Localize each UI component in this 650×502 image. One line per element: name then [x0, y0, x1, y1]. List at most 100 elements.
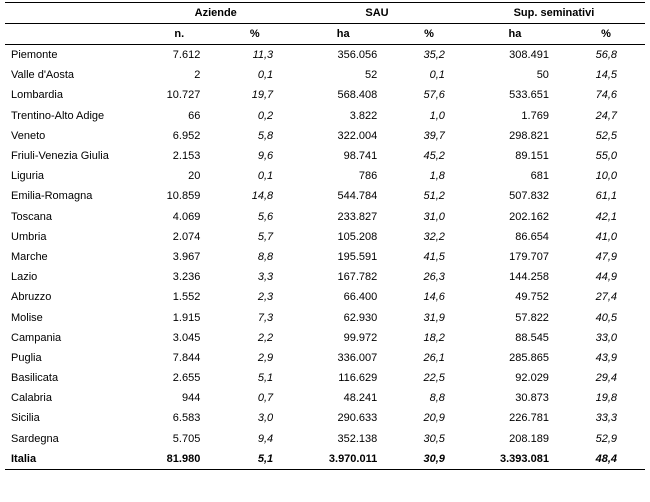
cell-p1: 31,0	[395, 207, 463, 227]
cell-ha1: 52	[291, 65, 395, 85]
cell-region: Friuli-Venezia Giulia	[5, 146, 140, 166]
cell-ha1: 322.004	[291, 126, 395, 146]
cell-p2: 44,9	[567, 267, 645, 287]
cell-p2: 33,3	[567, 408, 645, 428]
table-row: Liguria200,17861,868110,0	[5, 166, 645, 186]
subheader-ha1: ha	[291, 24, 395, 45]
cell-ha2: 3.393.081	[463, 449, 567, 470]
cell-ha1: 105.208	[291, 227, 395, 247]
cell-np: 0,2	[218, 106, 291, 126]
cell-p2: 55,0	[567, 146, 645, 166]
cell-np: 3,3	[218, 267, 291, 287]
cell-region: Sicilia	[5, 408, 140, 428]
cell-ha2: 208.189	[463, 429, 567, 449]
cell-region: Italia	[5, 449, 140, 470]
cell-n: 3.236	[140, 267, 218, 287]
cell-p1: 41,5	[395, 247, 463, 267]
cell-ha1: 48.241	[291, 388, 395, 408]
cell-ha2: 92.029	[463, 368, 567, 388]
cell-n: 81.980	[140, 449, 218, 470]
cell-n: 2	[140, 65, 218, 85]
table-row: Veneto6.9525,8322.00439,7298.82152,5	[5, 126, 645, 146]
cell-p1: 26,1	[395, 348, 463, 368]
cell-np: 0,1	[218, 65, 291, 85]
cell-p1: 32,2	[395, 227, 463, 247]
cell-np: 5,1	[218, 449, 291, 470]
cell-ha1: 62.930	[291, 307, 395, 327]
cell-n: 3.967	[140, 247, 218, 267]
cell-region: Piemonte	[5, 45, 140, 66]
cell-p2: 48,4	[567, 449, 645, 470]
cell-ha2: 89.151	[463, 146, 567, 166]
subheader-ha2: ha	[463, 24, 567, 45]
cell-region: Lazio	[5, 267, 140, 287]
table-row: Campania3.0452,299.97218,288.54533,0	[5, 328, 645, 348]
table-row: Piemonte7.61211,3356.05635,2308.49156,8	[5, 45, 645, 66]
cell-p2: 27,4	[567, 287, 645, 307]
cell-np: 5,1	[218, 368, 291, 388]
cell-p2: 43,9	[567, 348, 645, 368]
header-empty	[5, 3, 140, 24]
cell-np: 7,3	[218, 307, 291, 327]
cell-np: 9,4	[218, 429, 291, 449]
cell-ha2: 49.752	[463, 287, 567, 307]
table-row: Lombardia10.72719,7568.40857,6533.65174,…	[5, 85, 645, 105]
cell-p2: 52,9	[567, 429, 645, 449]
table-row: Valle d'Aosta20,1520,15014,5	[5, 65, 645, 85]
cell-n: 10.727	[140, 85, 218, 105]
cell-np: 8,8	[218, 247, 291, 267]
cell-np: 5,6	[218, 207, 291, 227]
table-row: Basilicata2.6555,1116.62922,592.02929,4	[5, 368, 645, 388]
cell-ha2: 1.769	[463, 106, 567, 126]
table-row: Trentino-Alto Adige660,23.8221,01.76924,…	[5, 106, 645, 126]
cell-p1: 1,8	[395, 166, 463, 186]
cell-p1: 0,1	[395, 65, 463, 85]
cell-region: Molise	[5, 307, 140, 327]
cell-region: Emilia-Romagna	[5, 186, 140, 206]
cell-n: 7.844	[140, 348, 218, 368]
cell-region: Veneto	[5, 126, 140, 146]
cell-p1: 26,3	[395, 267, 463, 287]
region-stats-table: Aziende SAU Sup. seminativi n. % ha % ha…	[5, 2, 645, 470]
table-row: Friuli-Venezia Giulia2.1539,698.74145,28…	[5, 146, 645, 166]
cell-ha1: 3.822	[291, 106, 395, 126]
subheader-pct1: %	[218, 24, 291, 45]
table-row: Umbria2.0745,7105.20832,286.65441,0	[5, 227, 645, 247]
cell-p1: 8,8	[395, 388, 463, 408]
cell-n: 5.705	[140, 429, 218, 449]
cell-n: 20	[140, 166, 218, 186]
table-row: Lazio3.2363,3167.78226,3144.25844,9	[5, 267, 645, 287]
table-row: Sicilia6.5833,0290.63320,9226.78133,3	[5, 408, 645, 428]
table-row: Sardegna5.7059,4352.13830,5208.18952,9	[5, 429, 645, 449]
cell-n: 944	[140, 388, 218, 408]
cell-p2: 14,5	[567, 65, 645, 85]
cell-ha1: 233.827	[291, 207, 395, 227]
cell-ha2: 285.865	[463, 348, 567, 368]
cell-region: Puglia	[5, 348, 140, 368]
subheader-n: n.	[140, 24, 218, 45]
cell-p1: 30,5	[395, 429, 463, 449]
cell-n: 3.045	[140, 328, 218, 348]
cell-p2: 42,1	[567, 207, 645, 227]
cell-ha1: 195.591	[291, 247, 395, 267]
cell-p1: 45,2	[395, 146, 463, 166]
header-sau: SAU	[291, 3, 463, 24]
cell-ha2: 202.162	[463, 207, 567, 227]
cell-p2: 47,9	[567, 247, 645, 267]
cell-ha2: 86.654	[463, 227, 567, 247]
cell-ha1: 568.408	[291, 85, 395, 105]
cell-ha1: 98.741	[291, 146, 395, 166]
table-body: Piemonte7.61211,3356.05635,2308.49156,8V…	[5, 45, 645, 470]
cell-ha1: 116.629	[291, 368, 395, 388]
subheader-empty	[5, 24, 140, 45]
cell-p1: 35,2	[395, 45, 463, 66]
table-row: Molise1.9157,362.93031,957.82240,5	[5, 307, 645, 327]
cell-p2: 41,0	[567, 227, 645, 247]
table-total-row: Italia81.9805,13.970.01130,93.393.08148,…	[5, 449, 645, 470]
cell-np: 5,7	[218, 227, 291, 247]
cell-ha2: 30.873	[463, 388, 567, 408]
cell-p2: 74,6	[567, 85, 645, 105]
cell-n: 4.069	[140, 207, 218, 227]
cell-ha2: 308.491	[463, 45, 567, 66]
cell-ha2: 57.822	[463, 307, 567, 327]
